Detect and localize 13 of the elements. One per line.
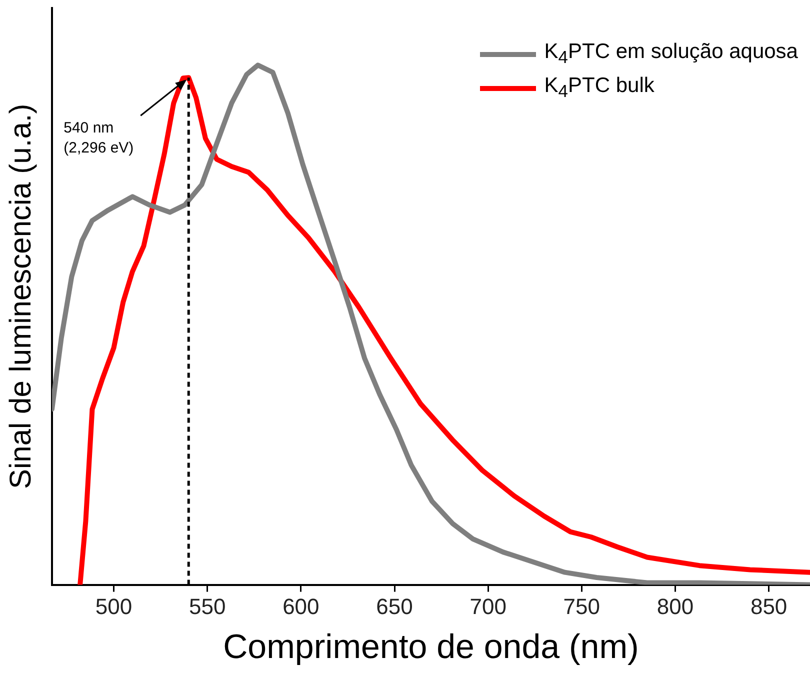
x-tick-label: 850 xyxy=(750,594,788,620)
x-tick-label: 800 xyxy=(656,594,694,620)
x-tick-label: 550 xyxy=(188,594,226,620)
annotation: 540 nm (2,296 eV) xyxy=(64,120,134,157)
x-tick-label: 750 xyxy=(563,594,600,620)
x-tick-label: 500 xyxy=(95,594,132,620)
y-axis-title: Sinal de luminescencia (u.a.) xyxy=(4,104,38,489)
legend-label: K$_{4}$PTC em solução aquosa xyxy=(544,40,798,68)
x-tick-label: 600 xyxy=(282,594,320,620)
x-axis-title: Comprimento de onda (nm) xyxy=(223,628,639,666)
legend-label: K$_{4}$PTC bulk xyxy=(544,74,654,102)
x-tick-label: 650 xyxy=(376,594,413,620)
x-tick-label: 700 xyxy=(470,594,506,620)
